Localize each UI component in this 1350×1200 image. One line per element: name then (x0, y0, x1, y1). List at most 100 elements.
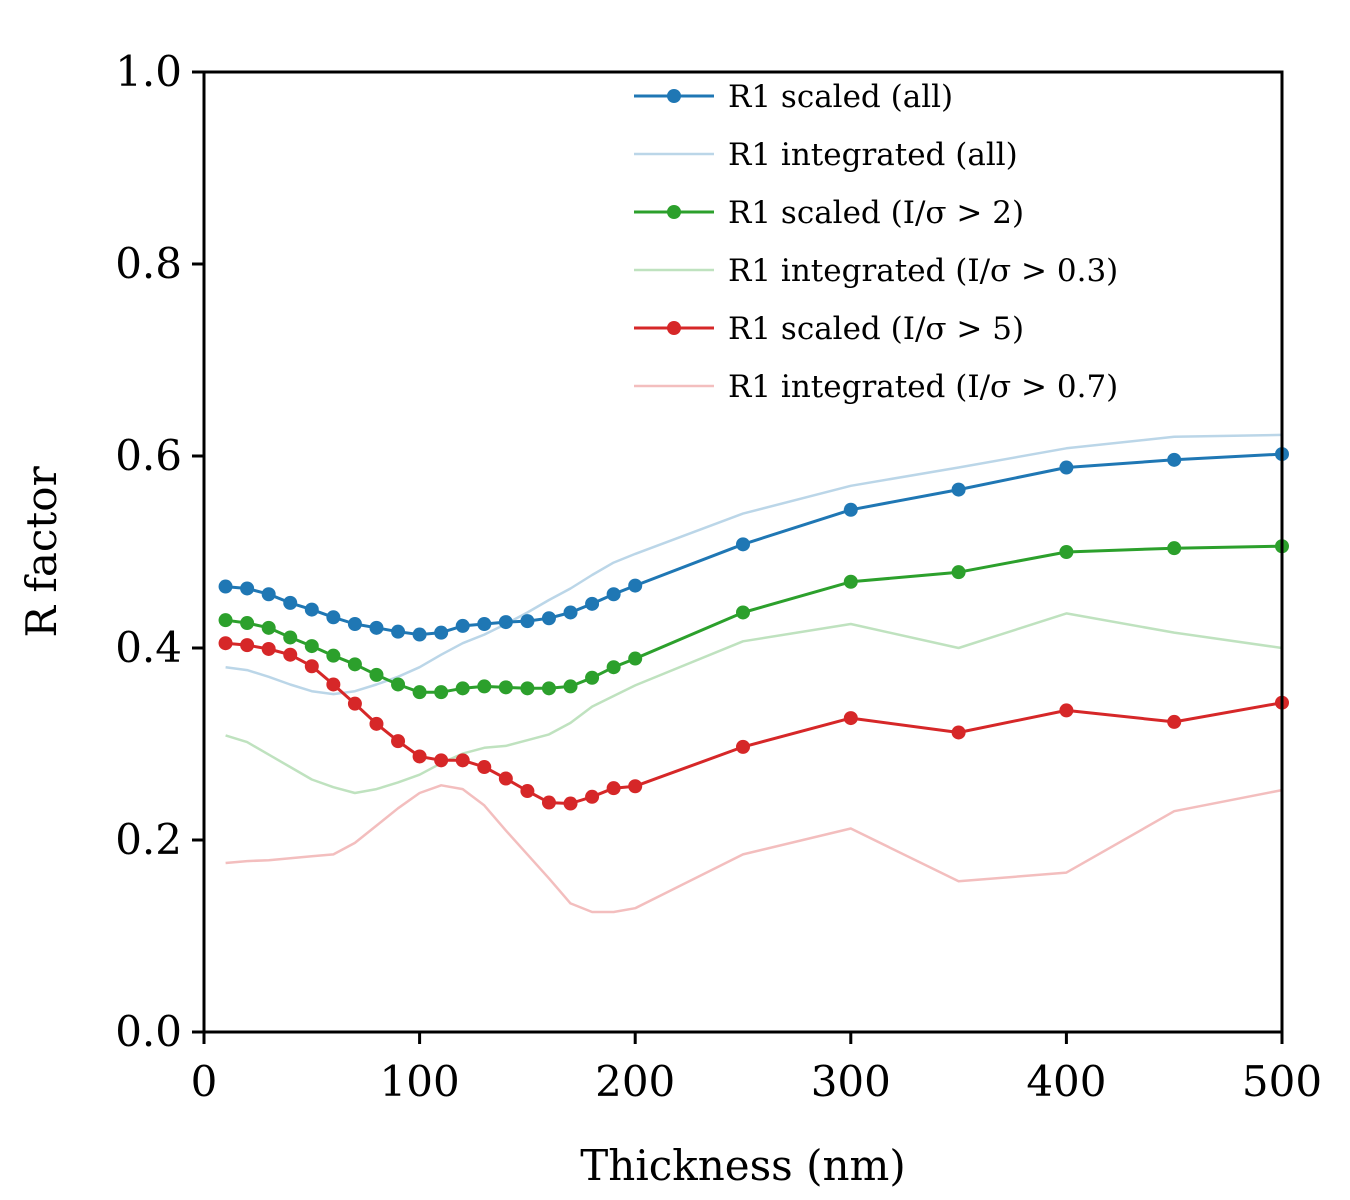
data-point (304, 602, 319, 617)
data-point (563, 605, 578, 620)
data-point (498, 771, 513, 786)
series-line (225, 433, 1283, 696)
data-point (391, 677, 406, 692)
data-point (240, 638, 255, 653)
data-point (477, 617, 492, 631)
x-tick-label: 200 (595, 1057, 675, 1106)
data-point (951, 565, 966, 580)
data-point (563, 796, 578, 811)
data-point (283, 647, 298, 662)
series-group (218, 636, 1289, 811)
data-point (412, 627, 427, 642)
data-point (326, 648, 341, 663)
series-line (225, 544, 1283, 694)
series-line (225, 641, 1283, 805)
data-point (606, 660, 621, 675)
legend-label: R1 scaled (I/σ > 2) (728, 195, 1024, 231)
data-point (541, 795, 556, 810)
data-point (606, 781, 621, 796)
series-line (225, 452, 1283, 637)
legend-marker (667, 205, 681, 219)
series-group (218, 447, 1289, 642)
data-point (628, 779, 643, 794)
data-point (412, 749, 427, 764)
series-group (225, 433, 1283, 696)
data-point (218, 636, 233, 651)
data-point (218, 579, 233, 594)
data-point (1167, 452, 1182, 467)
data-point (261, 641, 276, 656)
y-tick-label: 0.0 (115, 1007, 182, 1056)
data-point (541, 681, 556, 696)
legend-label: R1 scaled (I/σ > 5) (728, 311, 1024, 347)
data-point (477, 679, 492, 694)
data-point (1167, 541, 1182, 556)
data-point (1059, 703, 1074, 718)
data-point (541, 611, 556, 626)
x-axis-label: Thickness (nm) (580, 1141, 905, 1190)
legend-item: R1 scaled (I/σ > 2) (634, 195, 1024, 231)
y-tick-label: 0.6 (115, 431, 182, 480)
series-layer (218, 433, 1289, 914)
legend-label: R1 integrated (I/σ > 0.3) (728, 253, 1118, 289)
legend-item: R1 integrated (I/σ > 0.7) (634, 369, 1118, 405)
data-point (520, 681, 535, 696)
legend-item: R1 scaled (all) (634, 79, 953, 115)
legend-item: R1 scaled (I/σ > 5) (634, 311, 1024, 347)
y-tick-label: 0.4 (115, 623, 182, 672)
data-point (218, 613, 233, 628)
data-point (843, 574, 858, 589)
data-point (369, 667, 384, 682)
data-point (498, 615, 513, 630)
legend: R1 scaled (all) R1 integrated (all) R1 sca… (634, 79, 1118, 405)
legend-label: R1 integrated (I/σ > 0.7) (728, 369, 1118, 405)
data-point (391, 624, 406, 639)
data-point (520, 614, 535, 629)
data-point (520, 784, 535, 799)
data-point (585, 789, 600, 804)
data-point (347, 657, 362, 672)
y-tick-label: 1.0 (115, 47, 182, 96)
data-point (951, 482, 966, 497)
data-point (563, 679, 578, 694)
data-point (304, 659, 319, 674)
data-point (261, 587, 276, 602)
legend-label: R1 integrated (all) (728, 137, 1018, 173)
x-tick-label: 0 (191, 1057, 218, 1106)
data-point (304, 639, 319, 654)
data-point (736, 537, 750, 552)
legend-marker (667, 321, 681, 335)
series-line (225, 612, 1283, 795)
series-group (225, 612, 1283, 795)
data-point (736, 605, 750, 620)
legend-label: R1 scaled (all) (728, 79, 953, 115)
x-tick-label: 500 (1242, 1057, 1322, 1106)
plot-frame (202, 70, 1284, 1034)
data-point (369, 716, 384, 731)
data-point (434, 753, 449, 768)
data-point (326, 610, 341, 625)
data-point (283, 595, 298, 610)
y-tick-label: 0.2 (115, 815, 182, 864)
data-point (434, 685, 449, 700)
data-point (347, 696, 362, 711)
data-point (498, 680, 513, 695)
x-tick-label: 100 (380, 1057, 460, 1106)
data-point (1167, 714, 1182, 729)
data-point (326, 677, 341, 692)
data-point (391, 734, 406, 749)
x-tick-label: 300 (811, 1057, 891, 1106)
y-axis-label: R factor (17, 465, 66, 637)
data-point (736, 739, 750, 754)
data-point (261, 620, 276, 635)
data-point (628, 651, 643, 666)
data-point (347, 617, 362, 631)
data-point (843, 711, 858, 726)
data-point (1059, 460, 1074, 475)
legend-item: R1 integrated (all) (634, 137, 1018, 173)
data-point (843, 502, 858, 517)
data-point (412, 685, 427, 700)
ticks-layer: 0 100 200 300 400 500 0.0 0.2 0.4 0.6 0.8 1.0 (115, 47, 1322, 1106)
data-point (434, 625, 449, 640)
